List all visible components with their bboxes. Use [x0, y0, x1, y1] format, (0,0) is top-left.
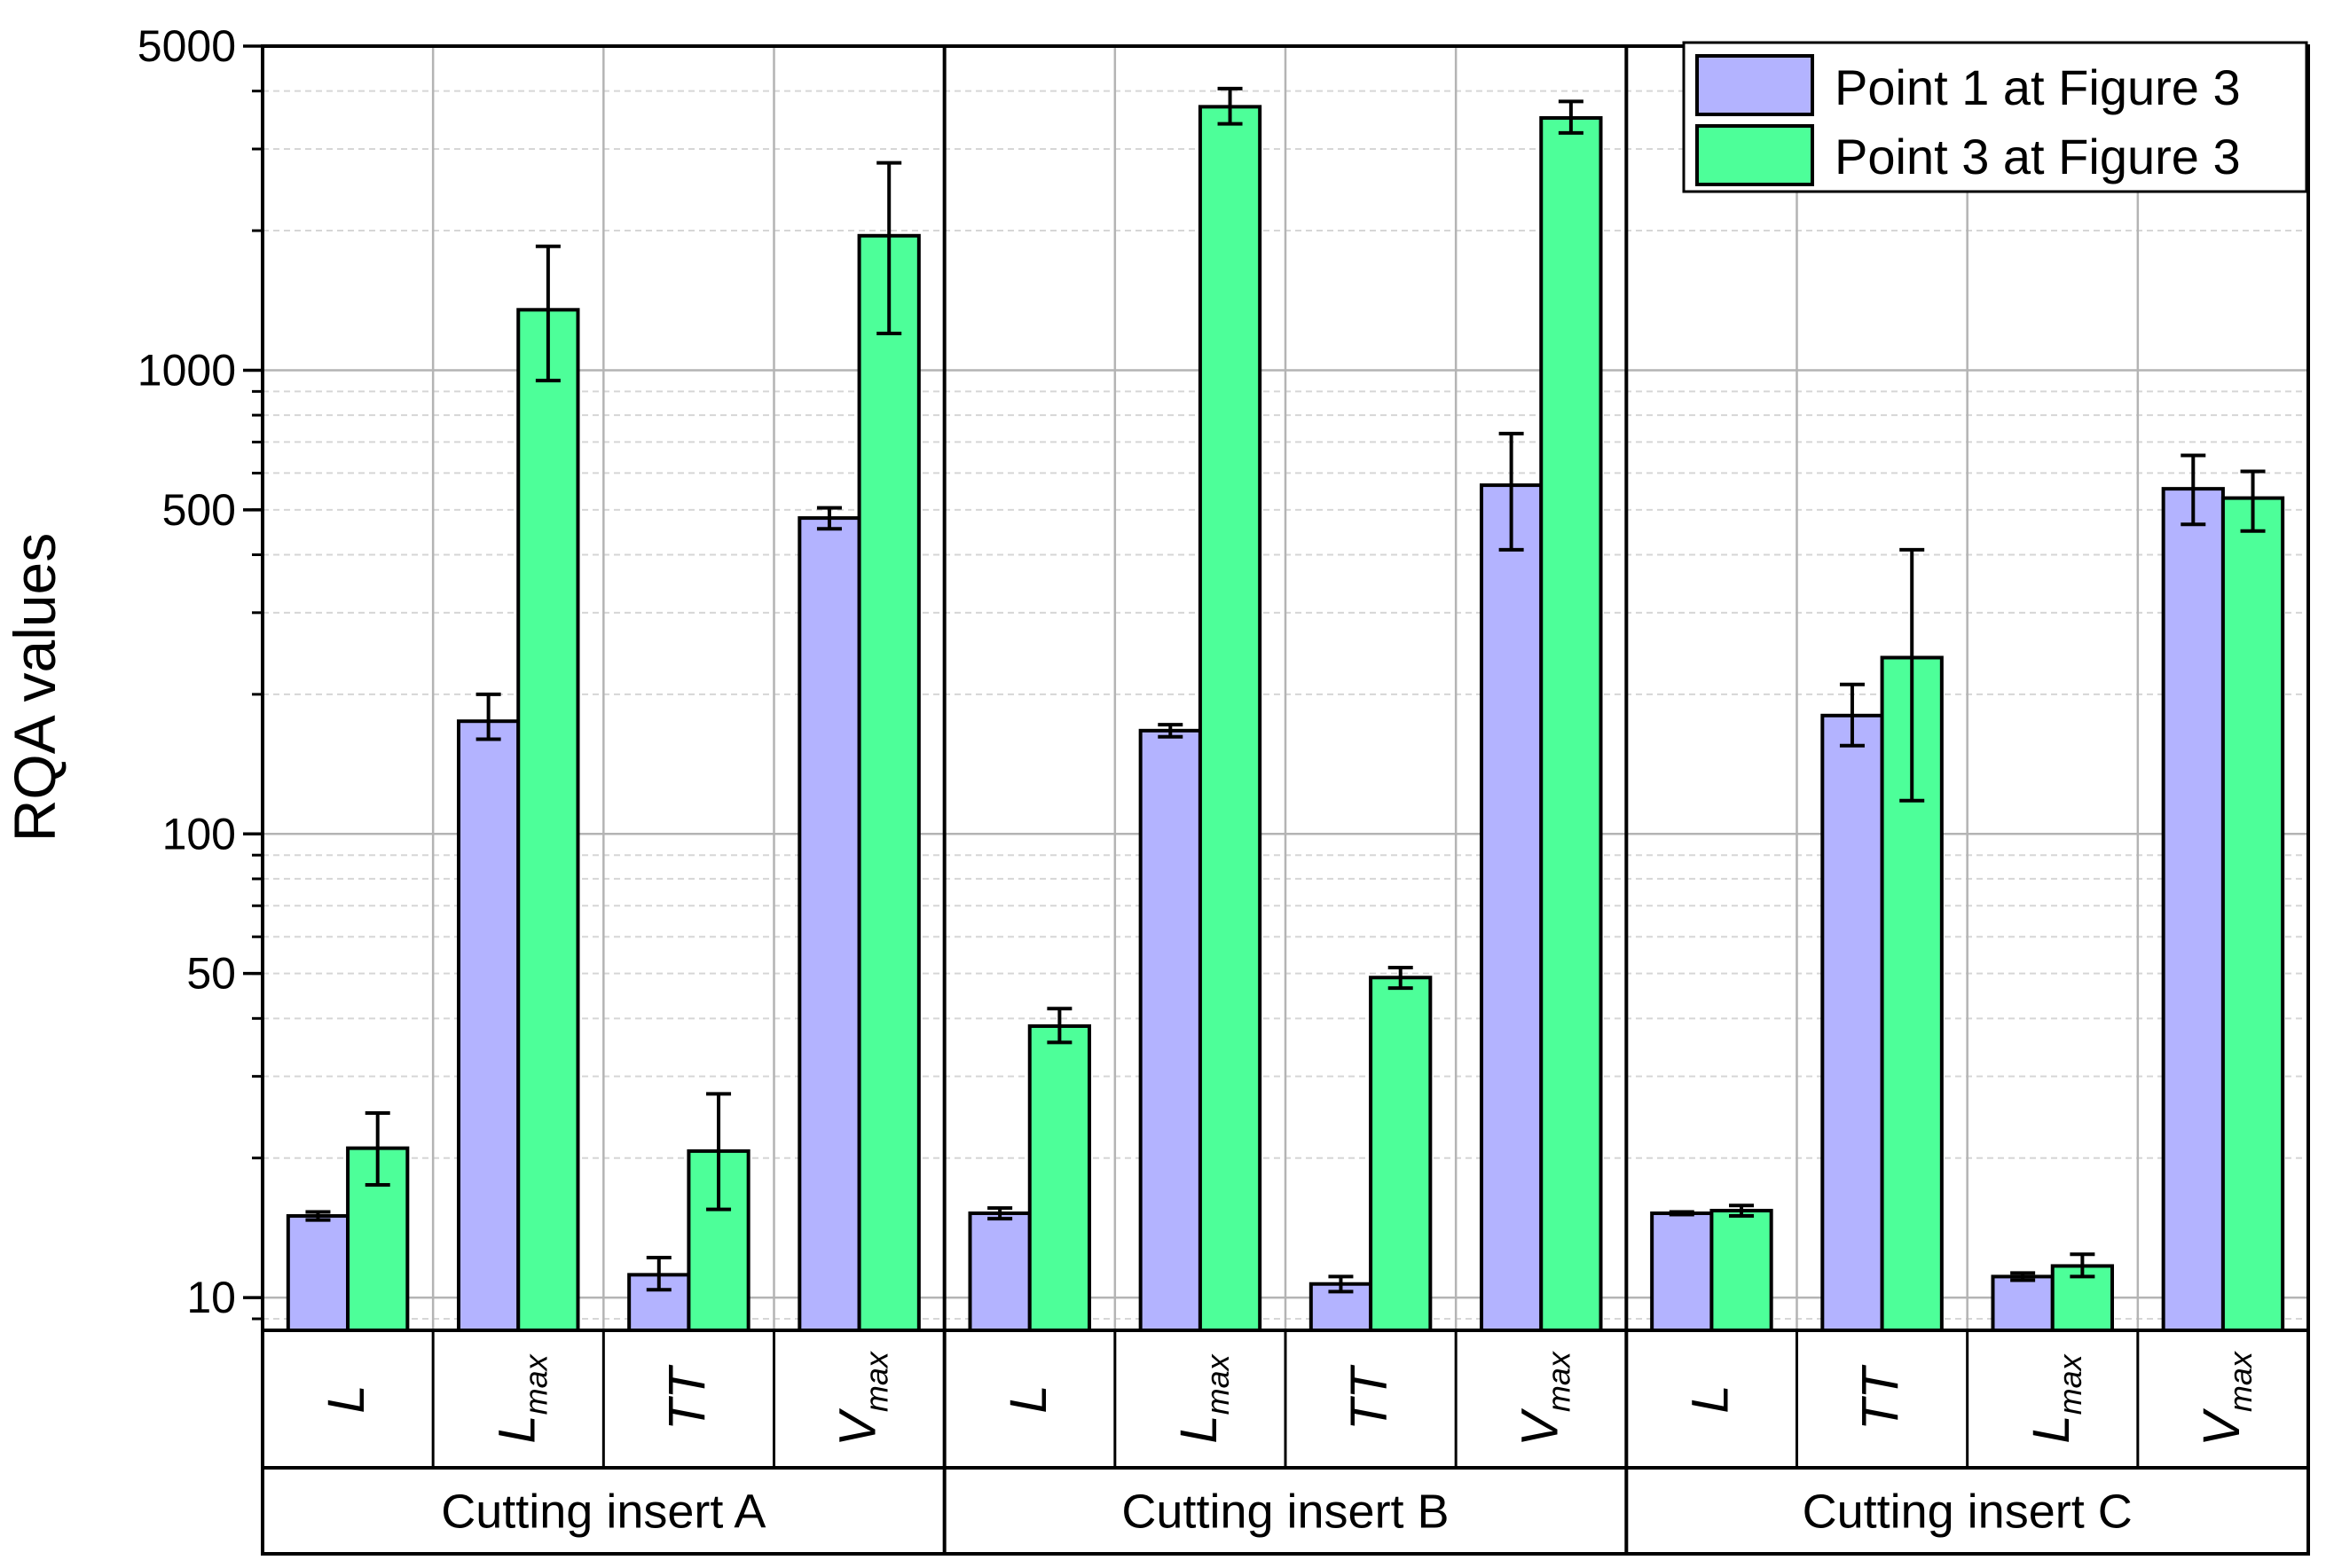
bar-point-1 [2161, 487, 2225, 1332]
category-label: Vmax [2193, 1350, 2259, 1446]
vertical-gridlines [431, 46, 2140, 1330]
legend-swatch-point-1 [1695, 54, 1814, 116]
group-label: Cutting insert B [1121, 1486, 1449, 1539]
category-label: L [318, 1384, 375, 1413]
bar-point-3 [1709, 1209, 1773, 1332]
category-label: TT [1852, 1365, 1910, 1431]
category-label: Vmax [829, 1350, 895, 1446]
group-label: Cutting insert C [1803, 1486, 2133, 1539]
category-label: Vmax [1511, 1350, 1576, 1446]
category-label: TT [658, 1365, 716, 1431]
legend-swatch-point-3 [1695, 124, 1814, 186]
legend: Point 1 at Figure 3 Point 3 at Figure 3 [1682, 41, 2308, 193]
bar-point-3 [857, 233, 921, 1332]
category-label: Lmax [488, 1352, 554, 1443]
y-tick-label: 1000 [138, 345, 236, 395]
legend-label-point-1: Point 1 at Figure 3 [1835, 59, 2241, 115]
error-bars [305, 86, 2266, 1294]
y-tick-label: 10 [186, 1273, 236, 1322]
y-tick-label: 5000 [138, 21, 236, 71]
bar-point-1 [1479, 483, 1544, 1332]
bar-point-1 [1650, 1211, 1714, 1333]
y-tick-label: 100 [162, 809, 236, 858]
bar-point-1 [1820, 713, 1884, 1332]
group-label: Cutting insert A [441, 1486, 766, 1539]
category-label: Lmax [2023, 1352, 2088, 1443]
y-axis-label: RQA values [2, 533, 67, 843]
bar-point-1 [456, 719, 521, 1332]
bar-point-3 [1369, 976, 1433, 1333]
bar-point-3 [516, 308, 580, 1332]
y-axis: 10 50 100 500 1000 5000 [138, 21, 263, 1322]
category-label: L [1681, 1384, 1739, 1413]
bar-point-3 [1539, 115, 1603, 1332]
y-tick-label: 50 [186, 949, 236, 999]
bar-point-3 [1027, 1024, 1092, 1332]
legend-label-point-3: Point 3 at Figure 3 [1835, 129, 2241, 184]
bar-point-3 [1198, 105, 1262, 1332]
bar-point-1 [968, 1211, 1032, 1333]
x-axis-category-table: L Lmax TT Vmax Cutting insert A L Lmax TT Vmax Cu… [261, 1329, 2310, 1556]
bar-point-1 [1138, 728, 1202, 1332]
category-label: TT [1340, 1365, 1398, 1431]
bar-point-1 [286, 1214, 350, 1333]
bar-point-1 [798, 516, 861, 1332]
category-label: Lmax [1170, 1352, 1236, 1443]
category-label: L [1000, 1384, 1057, 1413]
bar-point-3 [2220, 496, 2285, 1332]
bar-point-1 [1991, 1274, 2055, 1333]
y-tick-label: 500 [162, 485, 236, 535]
